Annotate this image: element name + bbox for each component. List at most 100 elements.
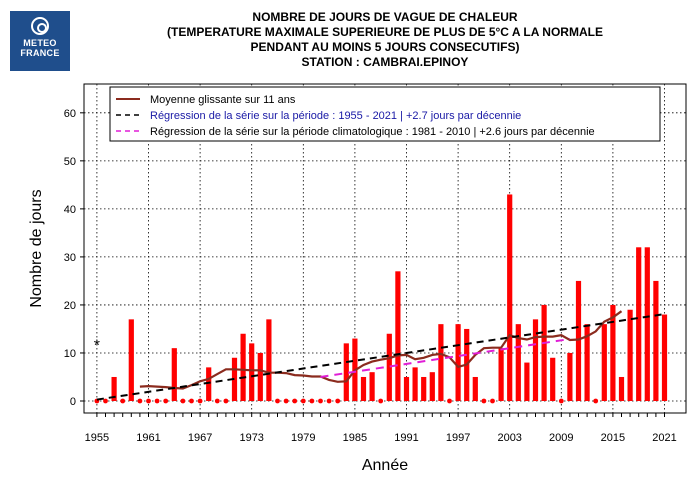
zero-value-dot [189,398,194,404]
zero-value-dot [593,398,599,404]
zero-value-dot [180,398,186,404]
bar [627,309,633,401]
bar [369,372,375,401]
bar [231,357,238,401]
bar [618,376,625,401]
bar [249,343,255,401]
bar [343,343,349,401]
bar [266,319,272,401]
legend-entry: Régression de la série sur la période cl… [150,126,595,138]
bar [360,376,367,401]
y-tick-label: 20 [64,300,76,312]
bar [584,324,590,401]
zero-value-dot [154,398,160,404]
bar [257,352,263,401]
x-tick-label: 2021 [652,432,676,444]
bar [644,247,650,401]
x-tick-label: 1979 [291,432,315,444]
x-tick-label: 2009 [549,432,573,444]
x-axis-label: Année [362,457,408,474]
bar [575,280,582,401]
bar [515,324,521,401]
x-tick-label: 2003 [497,432,521,444]
bar [661,314,668,401]
bar [532,319,539,401]
y-tick-label: 10 [64,348,76,360]
zero-value-dot [120,398,126,404]
bar [601,324,607,401]
y-tick-label: 50 [64,156,76,168]
bar [472,376,478,401]
bar [610,304,616,401]
logo-mark-icon [31,17,49,35]
x-tick-label: 1961 [136,432,160,444]
x-tick-label: 1997 [446,432,470,444]
moving-average-line [139,310,623,390]
bar [498,348,504,401]
zero-value-dot [197,398,203,404]
zero-value-dot [223,398,229,404]
zero-value-dot [378,398,384,404]
bar [111,376,117,401]
x-tick-label: 1967 [188,432,212,444]
bar [171,348,177,401]
title-line-1: NOMBRE DE JOURS DE VAGUE DE CHALEUR [252,10,518,24]
bar [653,280,659,401]
bar [507,194,513,401]
bar [567,352,573,401]
zero-value-dot [214,398,220,404]
y-tick-label: 30 [64,252,76,264]
zero-value-dot [292,398,298,404]
bar [541,304,547,401]
meteo-france-logo: METEO FRANCE [10,11,70,71]
legend-entry: Moyenne glissante sur 11 ans [150,94,296,106]
bar [438,324,444,401]
zero-value-dot [103,398,108,404]
zero-value-dot [447,398,452,404]
x-tick-label: 2015 [601,432,625,444]
zero-value-dot [275,398,280,404]
bar [386,333,392,401]
regression-line-climato [320,338,571,378]
x-tick-label: 1955 [85,432,109,444]
zero-value-dot [137,398,143,404]
title-line-4: STATION : CAMBRAI.EPINOY [301,55,469,69]
y-axis-label: Nombre de jours [28,189,45,307]
bar [455,324,461,401]
bar [206,367,212,401]
logo-line-2: FRANCE [20,48,60,58]
zero-value-dot [146,398,151,404]
bar [524,362,530,401]
x-tick-label: 1991 [394,432,418,444]
zero-value-dot [481,398,487,404]
plot-frame [83,83,687,414]
zero-value-dot [335,398,341,404]
bar [403,376,410,401]
bar [412,367,418,401]
y-tick-label: 0 [70,396,76,408]
zero-value-dot [283,398,289,404]
title-line-2: (TEMPERATURE MAXIMALE SUPERIEURE DE PLUS… [167,25,603,39]
zero-value-dot [558,398,564,404]
bar [128,319,134,401]
x-tick-label: 1985 [343,432,367,444]
bar [240,333,246,401]
logo-line-1: METEO [23,38,57,48]
zero-value-dot [490,398,495,404]
legend-box [109,86,661,142]
zero-value-dot [318,398,323,404]
bar [395,271,401,401]
bar [421,376,427,401]
zero-value-dot [163,398,169,404]
bar [550,357,556,401]
zero-value-dot [309,398,315,404]
zero-value-dot [300,398,306,404]
x-tick-label: 1973 [239,432,263,444]
legend-entry: Régression de la série sur la période : … [150,110,521,122]
y-tick-label: 40 [64,204,76,216]
title-line-3: PENDANT AU MOINS 5 JOURS CONSECUTIFS) [250,40,520,54]
bar [636,247,642,401]
bar [429,372,435,401]
chart-title: NOMBRE DE JOURS DE VAGUE DE CHALEUR (TEM… [90,10,680,70]
